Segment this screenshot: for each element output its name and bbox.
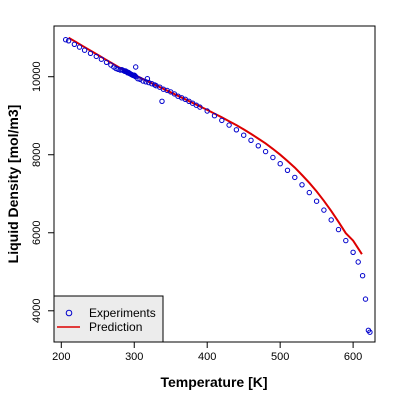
experiment-point [355, 259, 361, 265]
y-tick-label: 4000 [31, 299, 43, 323]
experiment-point [255, 143, 261, 149]
experiment-point [143, 79, 149, 85]
plot-frame [53, 25, 376, 343]
experiment-point [248, 137, 254, 144]
experiment-point [62, 37, 69, 43]
x-tick-label: 200 [52, 351, 70, 363]
legend-experiments-label: Experiments [89, 306, 156, 320]
axis-ticks: 200 300 400 500 600 4000 6000 8000 10000 [31, 61, 362, 363]
experiment-point [98, 56, 105, 62]
experiment-point [204, 108, 210, 114]
experiment-point [367, 329, 373, 335]
y-tick-label: 6000 [31, 221, 43, 245]
x-tick-label: 600 [344, 351, 362, 363]
experiment-point [359, 273, 366, 279]
experiment-point [71, 41, 78, 47]
experiment-point [211, 113, 218, 119]
experiment-point [299, 182, 305, 188]
experiment-point [87, 50, 94, 56]
experiments-series [62, 37, 373, 335]
experiment-point [277, 161, 283, 167]
y-tick-label: 10000 [31, 61, 43, 92]
experiment-point [149, 81, 155, 87]
experiment-point [76, 44, 83, 50]
experiment-point [343, 237, 349, 244]
x-tick-label: 400 [198, 351, 216, 363]
x-tick-label: 300 [125, 351, 143, 363]
experiment-point [313, 198, 320, 204]
prediction-line [68, 36, 363, 255]
experiment-point [103, 59, 110, 65]
experiment-point [146, 79, 152, 86]
experiment-point [335, 226, 342, 233]
x-axis-title: Temperature [K] [160, 374, 267, 390]
experiment-point [321, 207, 327, 213]
y-tick-label: 8000 [31, 142, 43, 166]
experiment-point [81, 47, 88, 53]
experiment-point [133, 64, 139, 70]
legend-box [53, 295, 164, 343]
experiment-point [284, 167, 291, 174]
legend-experiments-marker [65, 309, 73, 317]
experiment-point [93, 53, 100, 60]
experiment-point [197, 104, 203, 110]
legend-prediction-label: Prediction [89, 320, 142, 334]
experiment-point [159, 98, 165, 105]
experiment-point [132, 73, 138, 79]
experiment-point [241, 132, 247, 138]
experiment-point [233, 127, 240, 133]
experiment-point [65, 38, 72, 44]
experiment-point [270, 154, 276, 161]
experiment-point [226, 122, 232, 128]
prediction-series [68, 36, 363, 255]
y-axis-title: Liquid Density [mol/m3] [5, 105, 21, 264]
experiment-point [328, 217, 334, 223]
experiment-point [262, 148, 269, 155]
experiment-point [292, 174, 298, 181]
experiment-point [350, 249, 356, 256]
experiment-point [131, 72, 138, 78]
x-tick-label: 500 [271, 351, 289, 363]
experiment-point [140, 78, 146, 84]
experiment-point [362, 296, 369, 302]
experiment-point [306, 189, 312, 196]
experiment-point [137, 76, 143, 83]
legend: Experiments Prediction [53, 295, 164, 343]
experiment-point [219, 117, 225, 124]
